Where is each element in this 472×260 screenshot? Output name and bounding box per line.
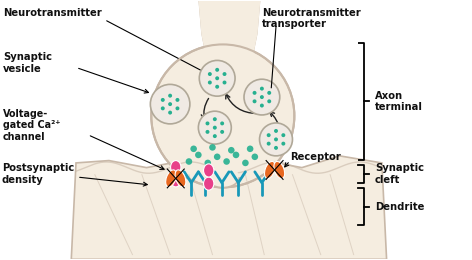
Text: Voltage-
gated Ca²⁺
channel: Voltage- gated Ca²⁺ channel xyxy=(3,109,60,142)
Circle shape xyxy=(195,152,202,158)
Circle shape xyxy=(260,103,264,108)
Polygon shape xyxy=(199,1,260,62)
Circle shape xyxy=(152,44,295,187)
Text: Axon
terminal: Axon terminal xyxy=(375,90,423,112)
Circle shape xyxy=(215,68,219,72)
Circle shape xyxy=(215,76,219,80)
Circle shape xyxy=(267,142,270,146)
Circle shape xyxy=(151,84,190,124)
Circle shape xyxy=(274,129,278,133)
Circle shape xyxy=(242,160,249,166)
Circle shape xyxy=(176,106,179,110)
Circle shape xyxy=(161,106,165,110)
Circle shape xyxy=(253,99,256,103)
Ellipse shape xyxy=(170,174,181,187)
Polygon shape xyxy=(71,156,387,259)
Circle shape xyxy=(209,144,216,151)
Circle shape xyxy=(260,87,264,90)
Circle shape xyxy=(220,121,224,125)
Circle shape xyxy=(252,153,258,160)
Circle shape xyxy=(267,133,270,137)
Circle shape xyxy=(267,99,271,103)
Circle shape xyxy=(168,94,172,98)
Circle shape xyxy=(168,102,172,106)
Text: Neurotransmitter
transporter: Neurotransmitter transporter xyxy=(262,8,361,29)
Circle shape xyxy=(208,72,212,76)
Circle shape xyxy=(253,91,256,95)
Ellipse shape xyxy=(203,164,214,177)
Circle shape xyxy=(190,146,197,152)
Circle shape xyxy=(213,117,217,121)
Circle shape xyxy=(222,81,227,84)
Circle shape xyxy=(205,130,210,134)
Ellipse shape xyxy=(175,170,186,187)
Circle shape xyxy=(214,153,220,160)
Circle shape xyxy=(199,60,235,96)
Circle shape xyxy=(274,138,278,141)
Circle shape xyxy=(260,95,264,99)
Text: Neurotransmitter: Neurotransmitter xyxy=(3,8,102,18)
Circle shape xyxy=(208,81,212,84)
Circle shape xyxy=(204,160,211,166)
Circle shape xyxy=(233,152,239,158)
Ellipse shape xyxy=(264,161,275,179)
Text: Synaptic
cleft: Synaptic cleft xyxy=(375,163,424,185)
Circle shape xyxy=(198,111,231,144)
Circle shape xyxy=(220,130,224,134)
Ellipse shape xyxy=(274,161,285,179)
Circle shape xyxy=(267,91,271,95)
Polygon shape xyxy=(199,1,260,62)
Circle shape xyxy=(185,158,192,165)
Circle shape xyxy=(176,98,179,102)
Circle shape xyxy=(223,158,230,165)
Circle shape xyxy=(247,146,253,152)
Circle shape xyxy=(215,85,219,89)
Circle shape xyxy=(228,147,235,153)
Circle shape xyxy=(260,123,293,156)
Ellipse shape xyxy=(203,177,214,190)
Circle shape xyxy=(244,79,280,115)
Circle shape xyxy=(281,142,285,146)
Circle shape xyxy=(281,133,285,137)
Circle shape xyxy=(161,98,165,102)
Ellipse shape xyxy=(206,166,239,188)
Circle shape xyxy=(168,110,172,115)
Text: Postsynaptic
density: Postsynaptic density xyxy=(1,163,74,185)
Text: Dendrite: Dendrite xyxy=(375,202,424,212)
Ellipse shape xyxy=(170,161,181,174)
Circle shape xyxy=(274,146,278,150)
Text: Receptor: Receptor xyxy=(290,152,341,162)
Circle shape xyxy=(213,126,217,130)
Circle shape xyxy=(222,72,227,76)
Circle shape xyxy=(213,134,217,138)
Ellipse shape xyxy=(166,170,177,187)
Text: Synaptic
vesicle: Synaptic vesicle xyxy=(3,53,52,74)
Circle shape xyxy=(205,121,210,125)
